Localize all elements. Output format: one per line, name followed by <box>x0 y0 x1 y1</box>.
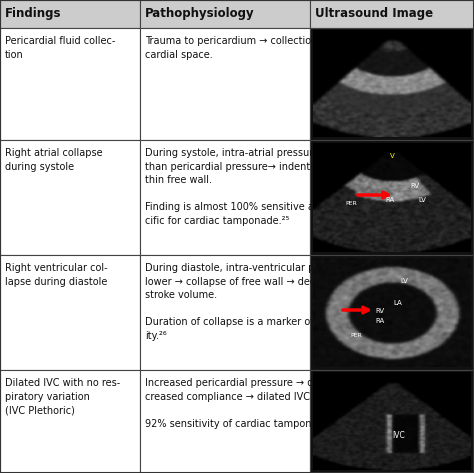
Bar <box>140 140 310 255</box>
Bar <box>0 370 140 473</box>
Bar <box>140 255 310 370</box>
Text: PER: PER <box>345 201 357 206</box>
Bar <box>310 255 474 370</box>
Text: LV: LV <box>418 197 426 203</box>
Text: LA: LA <box>393 300 402 306</box>
Bar <box>140 28 310 140</box>
Text: V: V <box>390 153 395 159</box>
Bar <box>0 28 140 140</box>
Text: Increased pericardial pressure → de-
creased compliance → dilated IVC.

92% sens: Increased pericardial pressure → de- cre… <box>145 378 344 429</box>
Text: Ultrasound Image: Ultrasound Image <box>315 8 433 20</box>
Bar <box>140 0 310 28</box>
Bar <box>310 0 474 28</box>
Text: RA: RA <box>385 197 394 203</box>
Bar <box>0 0 140 28</box>
Bar <box>140 370 310 473</box>
Text: Trauma to pericardium → collection in peri-
cardial space.: Trauma to pericardium → collection in pe… <box>145 36 355 60</box>
Text: Right atrial collapse
during systole: Right atrial collapse during systole <box>5 148 103 172</box>
Bar <box>0 255 140 370</box>
Text: LV: LV <box>400 278 408 284</box>
Text: Pathophysiology: Pathophysiology <box>145 8 255 20</box>
Bar <box>310 140 474 255</box>
Text: RA: RA <box>375 318 384 324</box>
Text: IVC: IVC <box>392 431 405 440</box>
Text: RV: RV <box>375 308 384 314</box>
Text: Pericardial fluid collec-
tion: Pericardial fluid collec- tion <box>5 36 115 60</box>
Text: Right ventricular col-
lapse during diastole: Right ventricular col- lapse during dias… <box>5 263 108 287</box>
Text: Dilated IVC with no res-
piratory variation
(IVC Plethoric): Dilated IVC with no res- piratory variat… <box>5 378 120 415</box>
Bar <box>310 28 474 140</box>
Bar <box>310 370 474 473</box>
Text: Findings: Findings <box>5 8 62 20</box>
Text: PER: PER <box>350 333 362 338</box>
Text: During systole, intra-atrial pressure lower
than pericardial pressure→ indentati: During systole, intra-atrial pressure lo… <box>145 148 350 226</box>
Bar <box>0 140 140 255</box>
Text: RV: RV <box>410 183 419 189</box>
Text: During diastole, intra-ventricular pressures
lower → collapse of free wall → dec: During diastole, intra-ventricular press… <box>145 263 356 341</box>
